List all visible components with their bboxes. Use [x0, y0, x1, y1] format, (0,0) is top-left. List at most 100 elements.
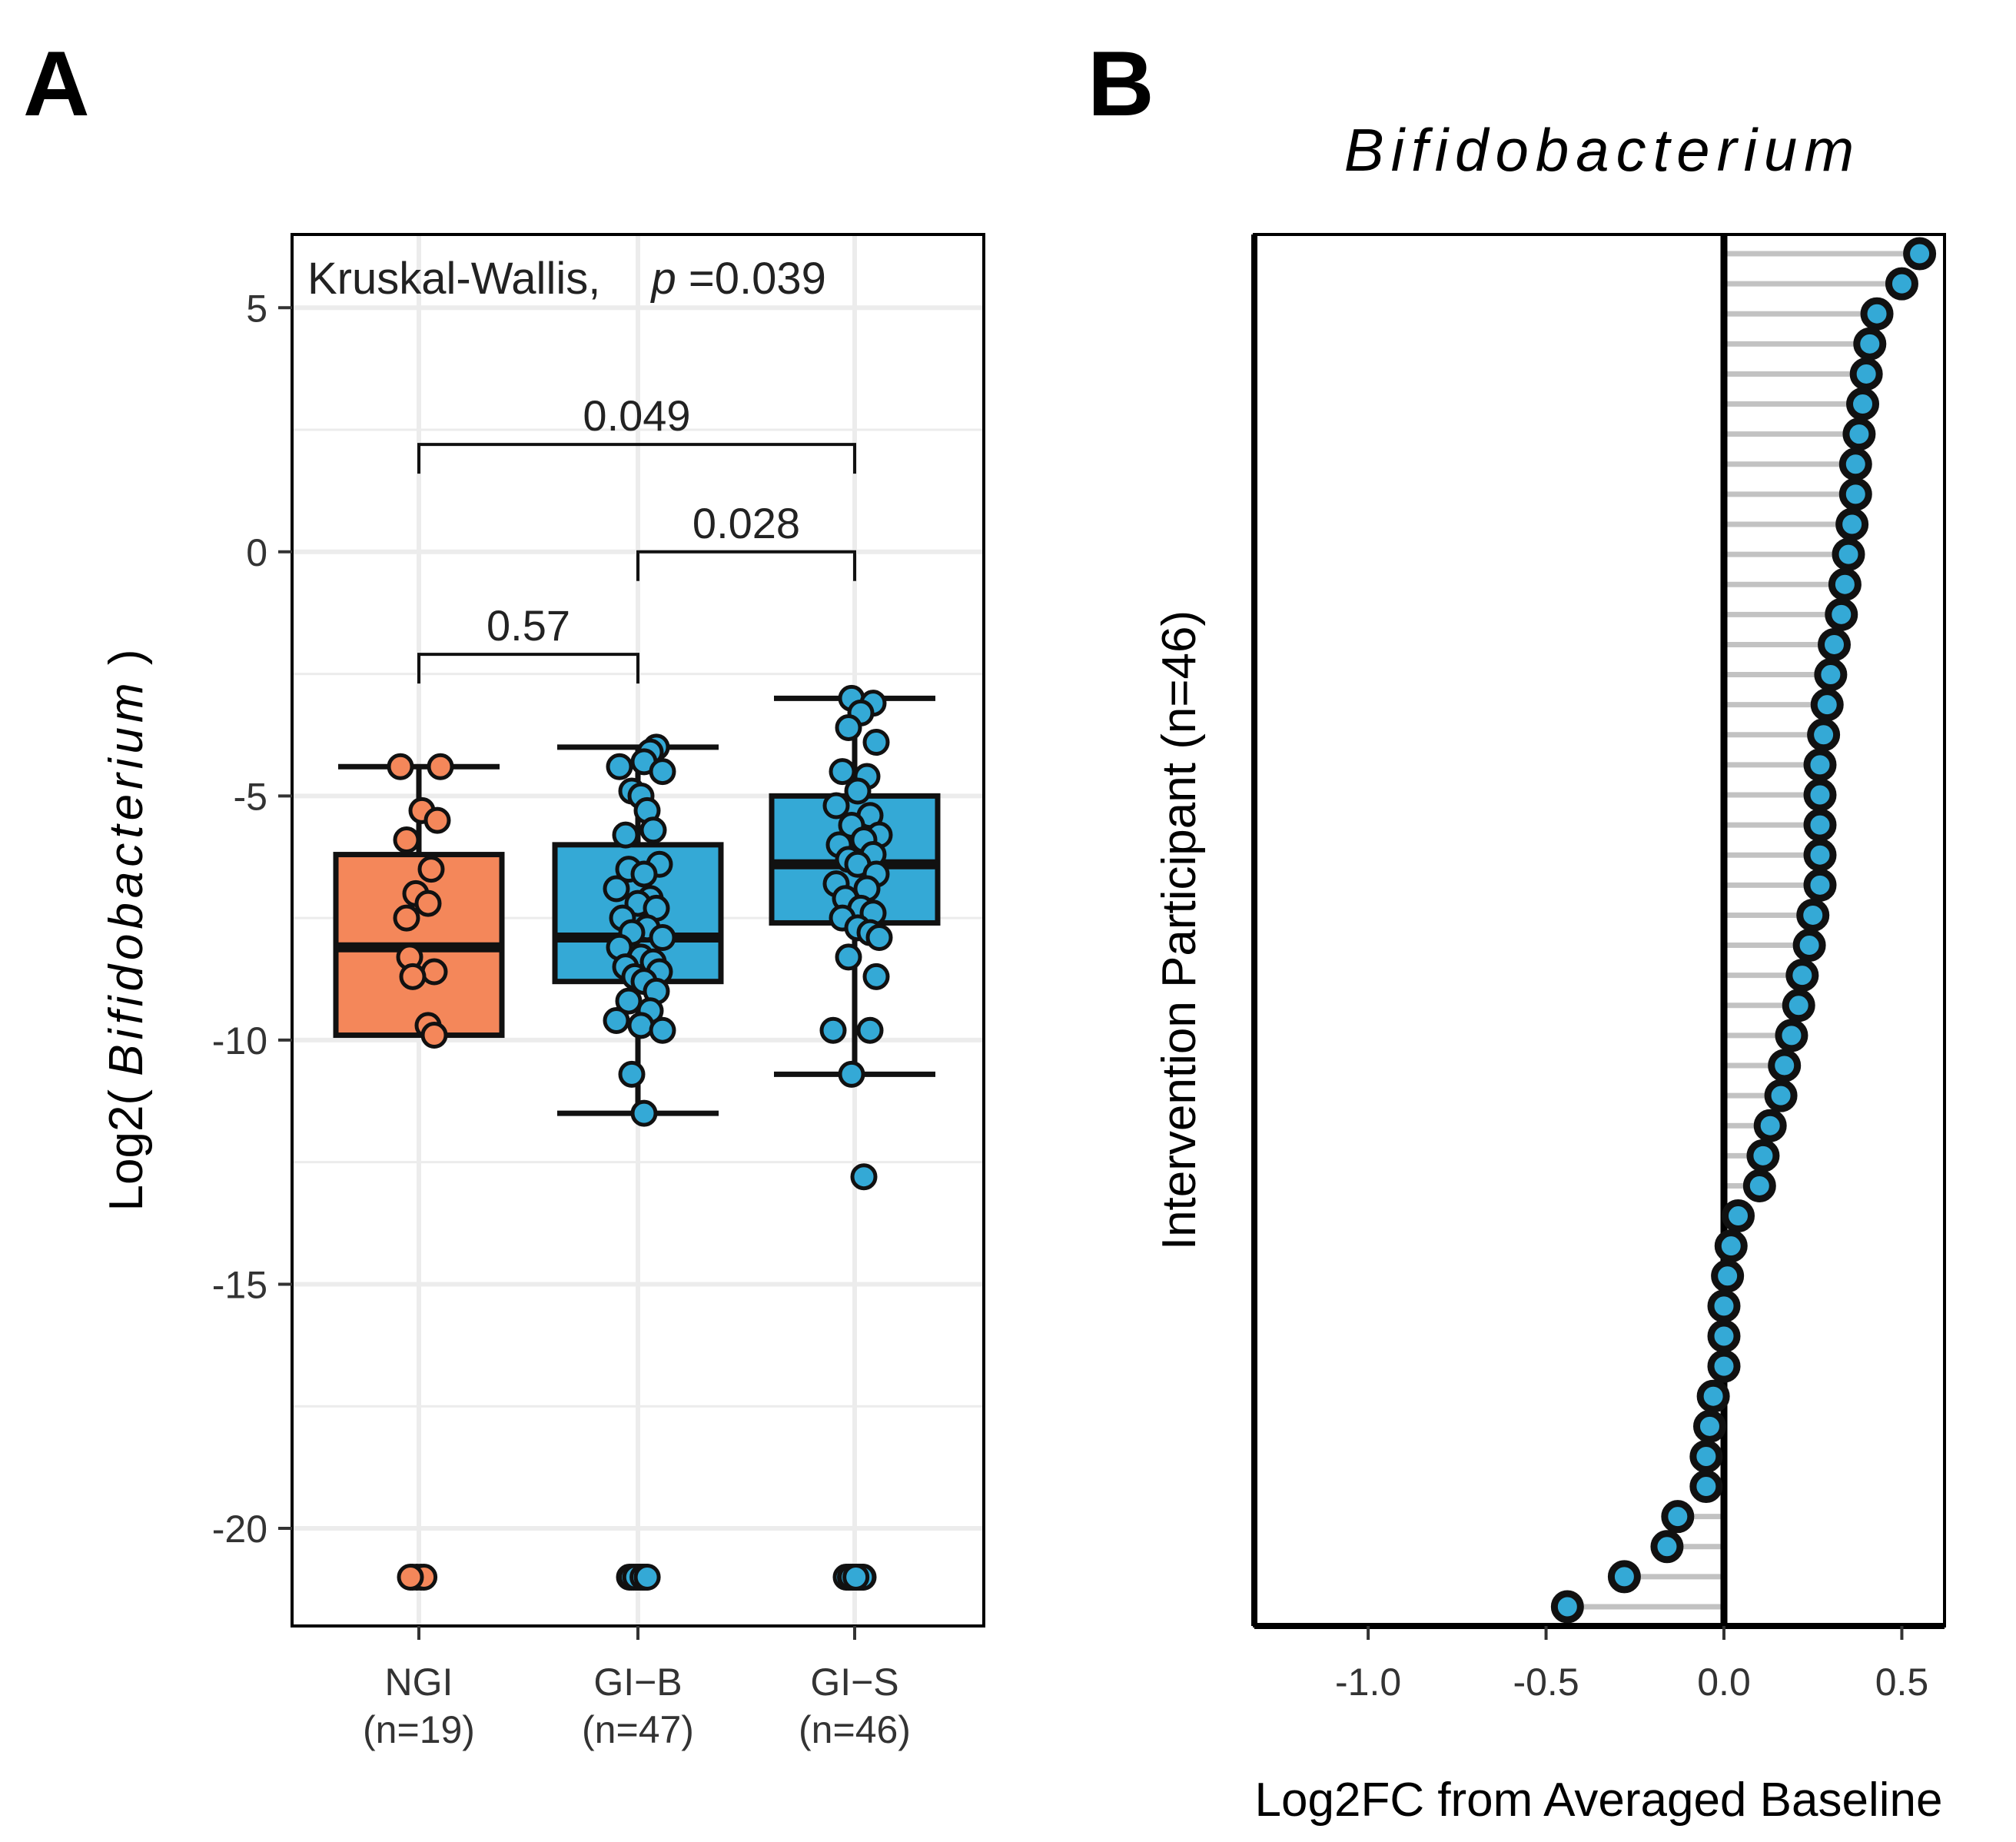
- lollipop-point: [1742, 1169, 1776, 1202]
- lollipop-point: [1775, 1019, 1808, 1052]
- data-point: [414, 889, 442, 917]
- kruskal-wallis-annotation: Kruskal-Wallis, p =0.039: [307, 254, 826, 304]
- lollipop-point: [1764, 1079, 1798, 1112]
- panel-b-points: [1550, 237, 1937, 1624]
- lollipop-point: [1707, 1349, 1741, 1383]
- comparison-bracket: [417, 443, 856, 474]
- lollipop-point: [1814, 658, 1848, 692]
- test-name: Kruskal-Wallis,: [307, 254, 600, 304]
- data-point: [612, 821, 639, 849]
- panel-a-chart: 0.049 0.028 0.57 5 0 -5 -10 -15 -20 NGI(n=19) GI…: [100, 233, 985, 1751]
- data-point: [397, 1563, 424, 1591]
- lollipop-point: [1650, 1530, 1684, 1564]
- data-point: [819, 1016, 847, 1044]
- panel-b-frame: [1253, 233, 1946, 1628]
- data-point: [822, 792, 850, 820]
- comparison-p-value: 0.028: [692, 499, 800, 547]
- x-tick-label-group: GI−S: [810, 1661, 898, 1704]
- data-point: [639, 816, 667, 844]
- lollipop-point: [1842, 417, 1876, 451]
- lollipop-point: [1846, 387, 1880, 421]
- data-point: [427, 753, 454, 780]
- panel-b-label: B: [1088, 32, 1154, 135]
- lollipop-point: [1825, 597, 1858, 631]
- data-point: [862, 963, 890, 990]
- data-point: [627, 1012, 655, 1039]
- lollipop-point: [1803, 808, 1837, 842]
- lollipop-point: [1782, 989, 1815, 1022]
- x-tick-label-n: (n=47): [582, 1708, 694, 1751]
- lollipop-point: [1903, 237, 1937, 271]
- panel-b-x-axis: -1.0 -0.5 0.0 0.5: [1335, 1626, 1928, 1704]
- y-tick-label: -10: [212, 1019, 267, 1062]
- lollipop-point: [1768, 1049, 1802, 1082]
- panel-a-x-axis: NGI(n=19) GI−B(n=47) GI−S(n=46): [363, 1626, 911, 1751]
- ylabel-suffix: ): [100, 649, 153, 665]
- lollipop-point: [1792, 929, 1826, 963]
- data-point: [856, 1016, 884, 1044]
- x-tick-label-n: (n=46): [799, 1708, 911, 1751]
- data-point: [420, 1022, 448, 1049]
- data-point: [649, 1016, 676, 1044]
- panel-b-x-axis-label: Log2FC from Averaged Baseline: [1255, 1774, 1943, 1827]
- lollipop-point: [1607, 1560, 1641, 1594]
- x-tick-label: 0.5: [1875, 1661, 1929, 1704]
- lollipop-point: [1818, 627, 1852, 661]
- x-tick-label-group: GI−B: [593, 1661, 682, 1704]
- data-point: [399, 963, 427, 990]
- data-point: [393, 904, 420, 932]
- lollipop-point: [1828, 567, 1862, 601]
- lollipop-point: [1810, 688, 1844, 722]
- panel-a-y-axis-label: Log2( Bifidobacterium ): [100, 649, 153, 1211]
- lollipop-point: [1803, 868, 1837, 902]
- ylabel-italic: Bifidobacterium: [100, 678, 153, 1076]
- panel-b-chart: Bifidobacterium -1.0 -0.5 0.0 0.5 Log2FC fr…: [1153, 116, 1946, 1827]
- data-point: [603, 875, 630, 903]
- lollipop-point: [1722, 1199, 1755, 1233]
- lollipop-point: [1785, 959, 1819, 992]
- data-point: [423, 806, 451, 834]
- lollipop-point: [1689, 1470, 1723, 1504]
- lollipop-point: [1707, 1319, 1741, 1353]
- data-point: [835, 943, 862, 971]
- x-tick-label-n: (n=19): [363, 1708, 475, 1751]
- data-point: [829, 758, 856, 786]
- p-symbol: p: [649, 254, 676, 304]
- panel-b-y-axis-label: Intervention Participant (n=46): [1153, 610, 1206, 1250]
- lollipop-point: [1885, 267, 1918, 301]
- comparison-bracket: [636, 550, 856, 581]
- data-point: [835, 713, 862, 741]
- data-point: [842, 1563, 870, 1591]
- lollipop-point: [1835, 507, 1869, 541]
- lollipop-point: [1707, 1289, 1741, 1323]
- x-tick-label: -0.5: [1513, 1661, 1579, 1704]
- data-point: [630, 860, 658, 888]
- lollipop-point: [1796, 898, 1830, 932]
- data-point: [420, 958, 448, 986]
- data-point: [865, 924, 893, 952]
- data-point: [387, 753, 414, 780]
- data-point: [618, 1060, 646, 1088]
- lollipop-point: [1692, 1409, 1726, 1443]
- lollipop-point: [1550, 1590, 1584, 1624]
- panel-a-label: A: [23, 32, 90, 135]
- lollipop-point: [1746, 1139, 1780, 1172]
- lollipop-point: [1860, 297, 1894, 331]
- data-point: [633, 1563, 661, 1591]
- y-tick-label: -15: [212, 1263, 267, 1306]
- x-tick-label: 0.0: [1697, 1661, 1751, 1704]
- lollipop-point: [1714, 1229, 1748, 1263]
- data-point: [630, 1099, 658, 1127]
- data-point: [603, 1006, 630, 1034]
- y-tick-label: -20: [212, 1508, 267, 1551]
- lollipop-point: [1711, 1259, 1745, 1293]
- lollipop-point: [1803, 838, 1837, 872]
- lollipop-point: [1803, 748, 1837, 782]
- lollipop-point: [1661, 1500, 1695, 1534]
- data-point: [615, 987, 643, 1015]
- data-point: [862, 728, 890, 756]
- panel-a-points: [387, 684, 893, 1591]
- lollipop-point: [1853, 327, 1887, 361]
- data-point: [850, 1163, 878, 1191]
